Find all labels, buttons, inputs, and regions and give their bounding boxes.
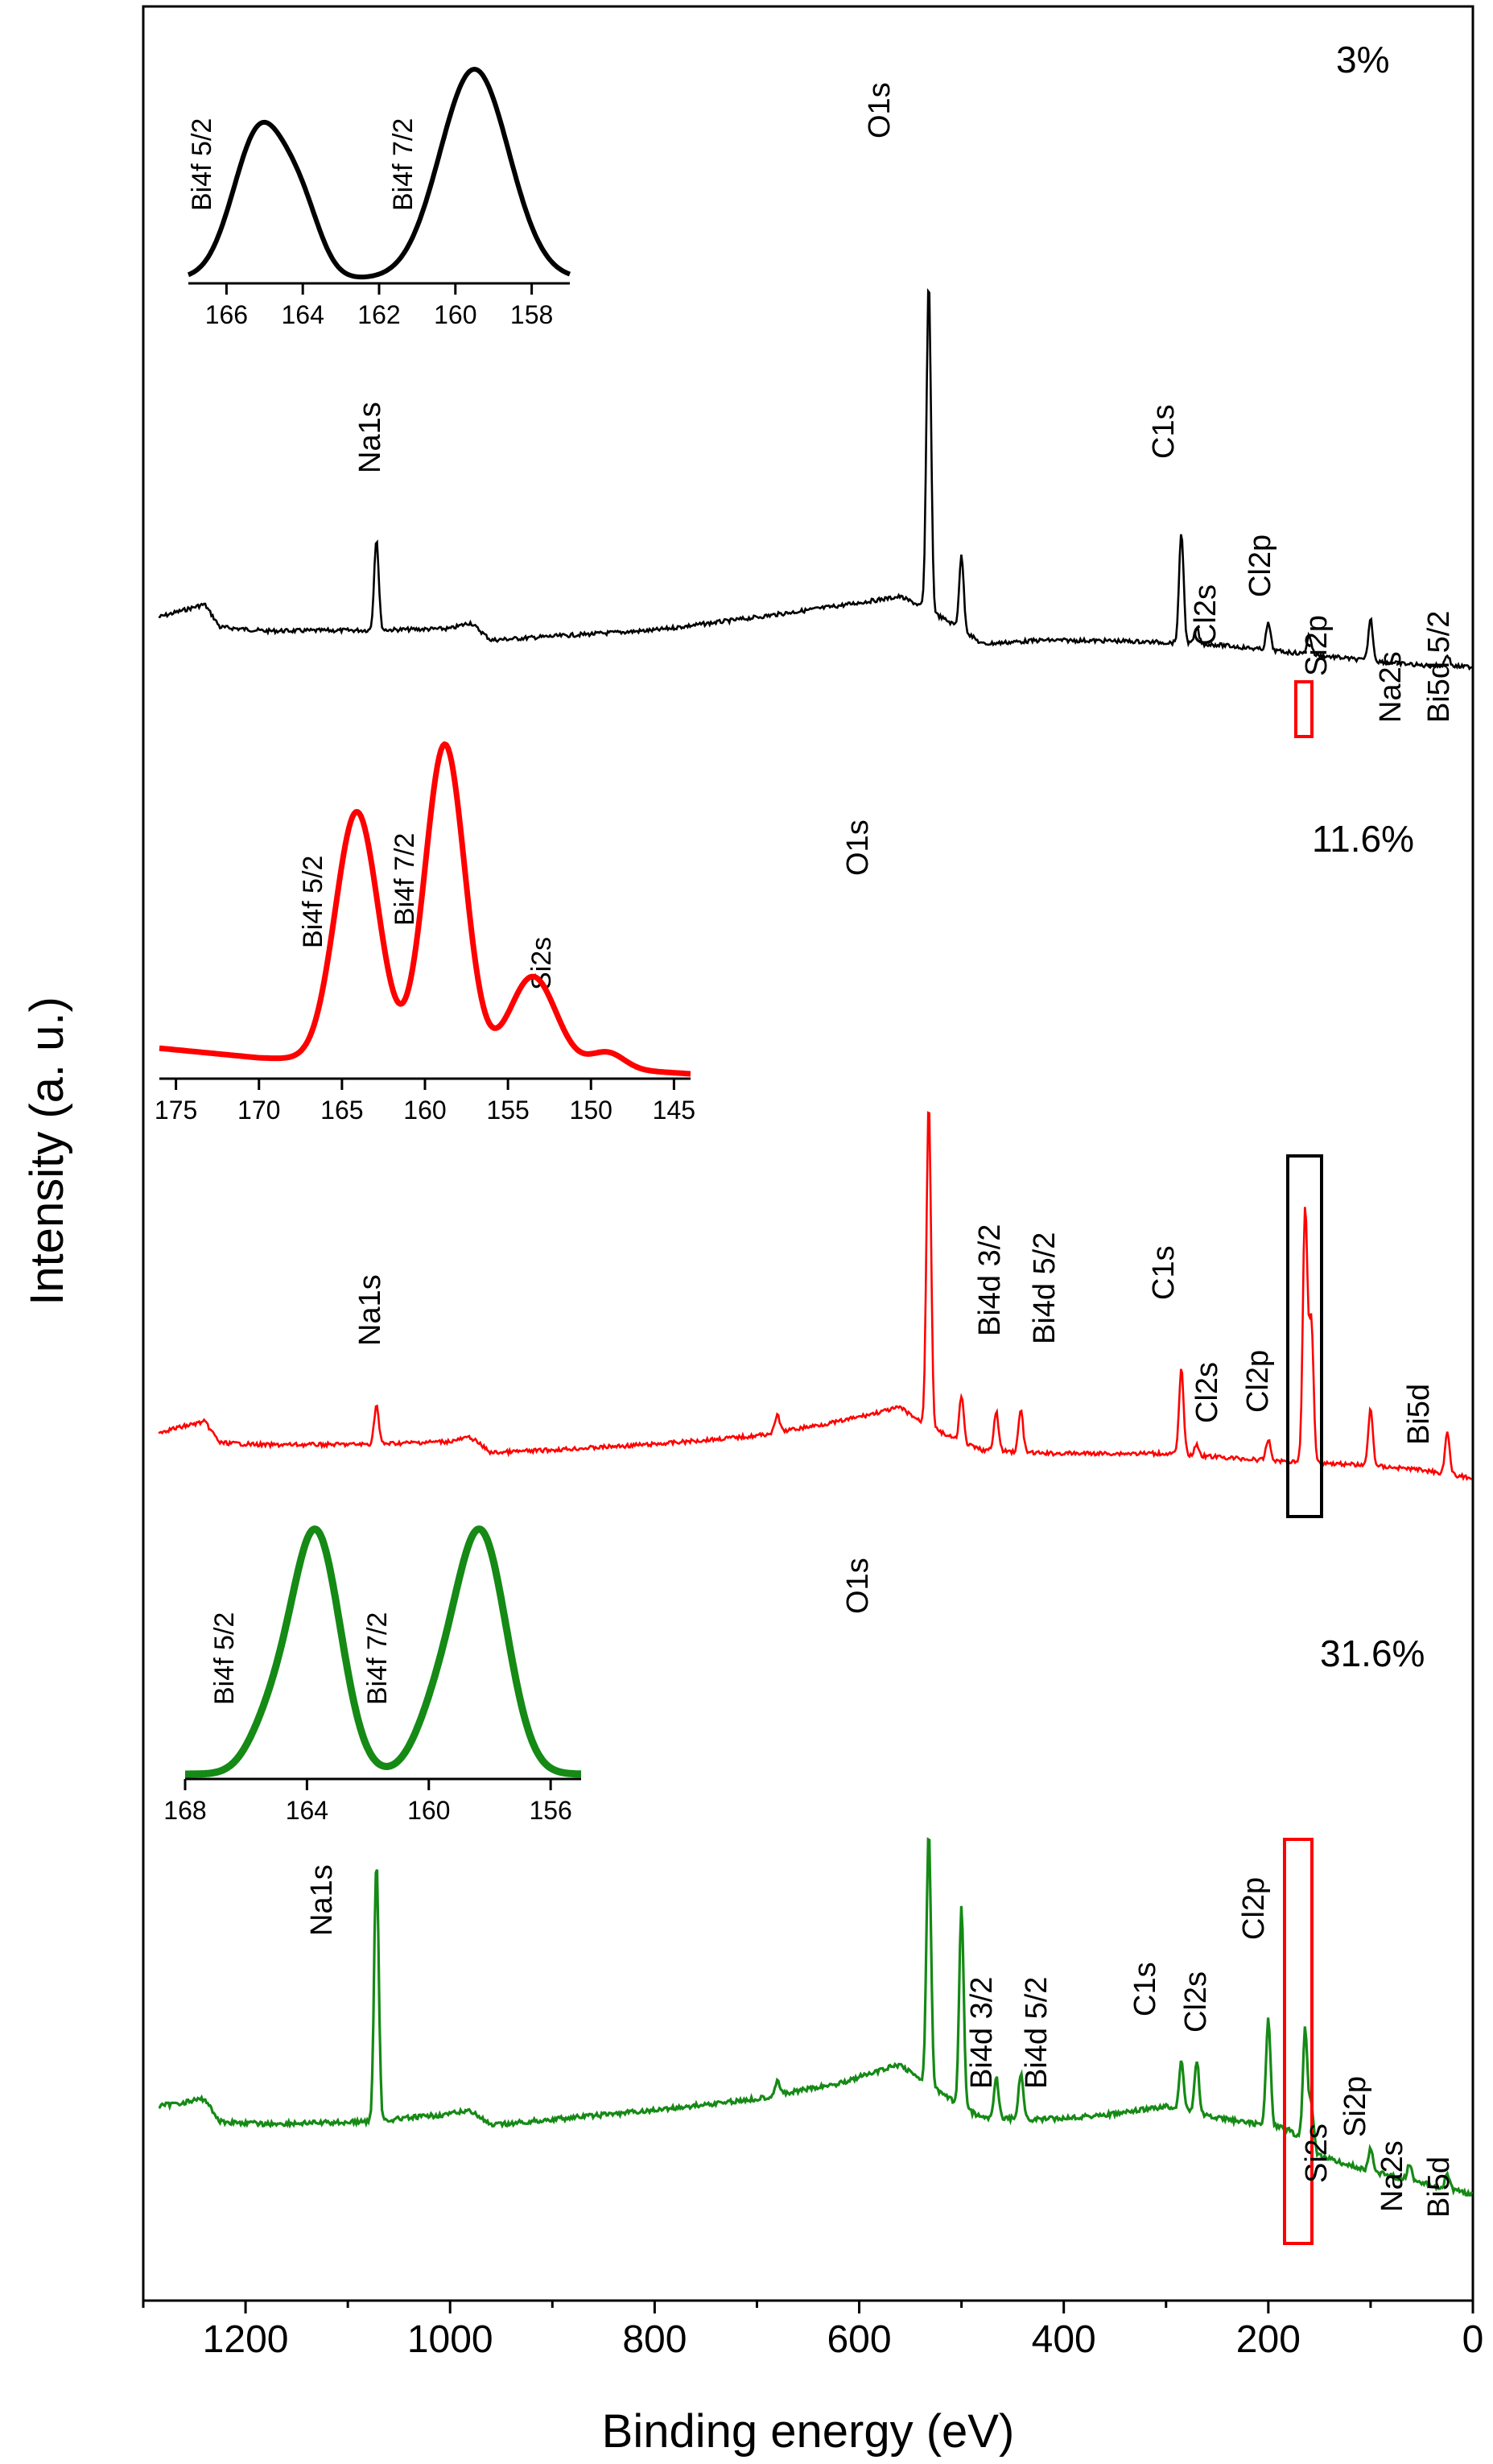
- inset-tick-label: 160: [434, 300, 476, 329]
- x-tick-label: 1000: [407, 2318, 493, 2361]
- black-region-marker: [1294, 680, 1314, 738]
- inset-black: Bi4f 5/2 Bi4f 7/2 166 164 162 160 158: [187, 67, 571, 329]
- inset-tick-label: 166: [205, 300, 248, 329]
- inset-green-label-bi4f72: Bi4f 7/2: [362, 1612, 393, 1705]
- green-region-marker: [1283, 1838, 1314, 2245]
- label-si2s-green: Si2s: [1300, 2123, 1334, 2183]
- label-cl2p-black: Cl2p: [1243, 534, 1277, 597]
- spectrum-line-2: [158, 1837, 1474, 2197]
- inset-tick-label: 164: [286, 1796, 328, 1825]
- spectrum-line-1: [158, 1111, 1472, 1482]
- inset-tick-label: 145: [653, 1096, 695, 1125]
- label-bi4d32-green: Bi4d 3/2: [965, 1977, 999, 2089]
- concentration-label-black: 3%: [1336, 39, 1389, 80]
- x-tick-label: 200: [1236, 2318, 1301, 2361]
- red-region-marker: [1286, 1154, 1323, 1518]
- concentration-label-red: 11.6%: [1312, 818, 1414, 860]
- label-bi4d32-red: Bi4d 3/2: [973, 1224, 1007, 1336]
- label-si2p-black: Si2p: [1300, 615, 1334, 676]
- inset-tick-label: 165: [320, 1096, 363, 1125]
- inset-black-label-bi4f72: Bi4f 7/2: [388, 118, 419, 211]
- inset-tick-label: 162: [357, 300, 400, 329]
- x-tick-label: 0: [1462, 2318, 1484, 2361]
- inset-tick-label: 160: [403, 1096, 446, 1125]
- spectra-group: [158, 287, 1474, 2197]
- label-cl2s-green: Cl2s: [1179, 1971, 1213, 2033]
- inset-spectrum-0: [187, 67, 571, 280]
- inset-spectrum-1: [158, 741, 692, 1077]
- inset-tick-label: 150: [570, 1096, 612, 1125]
- label-na1s-red: Na1s: [353, 1274, 387, 1346]
- peak-labels: O1s Na1s C1s Cl2s Cl2p Si2p Na2s Bi5d 5/…: [305, 39, 1456, 2218]
- spectrum-line-0: [159, 287, 1472, 671]
- inset-tick-label: 168: [163, 1796, 206, 1825]
- label-na2s-green: Na2s: [1375, 2140, 1409, 2212]
- label-na2s-black: Na2s: [1374, 651, 1408, 723]
- inset-tick-label: 170: [237, 1096, 280, 1125]
- x-tick-label: 600: [827, 2318, 891, 2361]
- inset-red-label-bi4f72: Bi4f 7/2: [390, 833, 420, 926]
- plot-frame: [142, 5, 1474, 2302]
- inset-tick-label: 164: [282, 300, 324, 329]
- inset-spectrum-2: [183, 1525, 584, 1778]
- inset-red-label-bi4f52: Bi4f 5/2: [298, 856, 328, 948]
- concentration-label-green: 31.6%: [1320, 1632, 1425, 1674]
- region-markers: [1283, 680, 1323, 2245]
- inset-tick-label: 160: [407, 1796, 450, 1825]
- label-bi5d-green: Bi5d: [1422, 2157, 1456, 2218]
- label-c1s-green: C1s: [1128, 1962, 1162, 2016]
- x-tick-label: 800: [622, 2318, 687, 2361]
- y-axis-title: Intensity (a. u.): [21, 997, 73, 1306]
- label-o1s-red: O1s: [841, 819, 875, 876]
- inset-black-label-bi4f52: Bi4f 5/2: [187, 118, 217, 211]
- inset-tick-label: 175: [155, 1096, 197, 1125]
- label-bi4d52-red: Bi4d 5/2: [1028, 1232, 1062, 1344]
- label-cl2p-green: Cl2p: [1237, 1877, 1271, 1940]
- x-axis-title: Binding energy (eV): [602, 2405, 1015, 2458]
- inset-tick-label: 155: [486, 1096, 529, 1125]
- label-na1s-black: Na1s: [353, 402, 387, 473]
- label-c1s-red: C1s: [1147, 1245, 1181, 1300]
- label-bi5d52-black: Bi5d 5/2: [1422, 611, 1456, 723]
- inset-red: Bi4f 5/2 Bi4f 7/2 Si2s 175 170 165 160 155 15…: [155, 741, 695, 1125]
- label-bi5d-red: Bi5d: [1402, 1384, 1436, 1445]
- x-tick-label: 400: [1032, 2318, 1096, 2361]
- x-axis: 1200 1000 800 600 400 200 0: [142, 2301, 1484, 2361]
- label-cl2s-black: Cl2s: [1189, 584, 1223, 646]
- label-bi4d52-green: Bi4d 5/2: [1020, 1977, 1054, 2089]
- x-tick-label: 1200: [203, 2318, 289, 2361]
- inset-tick-label: 156: [529, 1796, 571, 1825]
- label-c1s-black: C1s: [1147, 404, 1181, 459]
- label-cl2s-red: Cl2s: [1190, 1362, 1224, 1423]
- inset-green-label-bi4f52: Bi4f 5/2: [209, 1612, 240, 1705]
- label-cl2p-red: Cl2p: [1241, 1350, 1275, 1413]
- label-na1s-green: Na1s: [305, 1864, 339, 1936]
- label-o1s-green: O1s: [841, 1558, 875, 1614]
- label-o1s-black: O1s: [863, 82, 897, 138]
- inset-green: Bi4f 5/2 Bi4f 7/2 168 164 160 156: [163, 1525, 584, 1825]
- label-si2p-green: Si2p: [1338, 2076, 1372, 2137]
- inset-tick-label: 158: [510, 300, 553, 329]
